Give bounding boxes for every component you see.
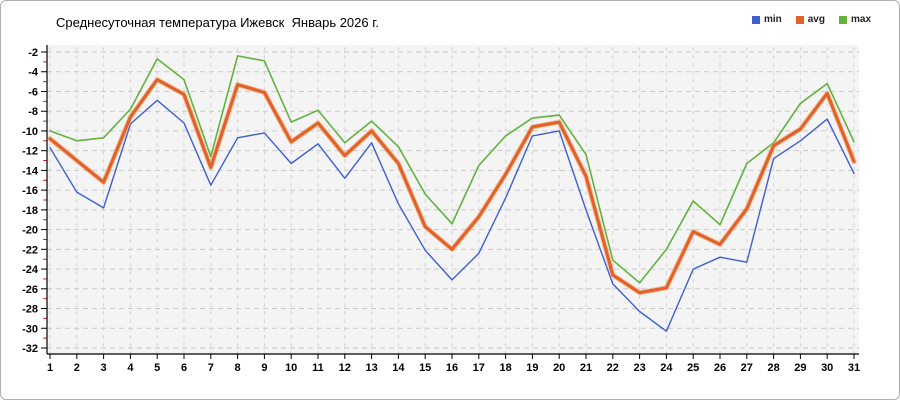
x-tick-label: 10: [285, 362, 297, 374]
x-tick-label: 23: [633, 362, 645, 374]
legend-item-max: max: [838, 14, 871, 25]
x-tick-label: 25: [687, 362, 699, 374]
x-tick-label: 13: [365, 362, 377, 374]
x-tick-label: 4: [127, 362, 134, 374]
legend-swatch-min: [751, 15, 760, 24]
y-tick-label: -20: [22, 225, 38, 237]
x-tick-label: 8: [235, 362, 241, 374]
y-tick-label: -6: [28, 86, 38, 98]
x-tick-label: 30: [821, 362, 833, 374]
x-tick-label: 6: [181, 362, 187, 374]
x-tick-label: 27: [741, 362, 753, 374]
legend-item-min: min: [751, 14, 782, 25]
x-tick-label: 24: [660, 362, 673, 374]
y-tick-label: -10: [22, 126, 38, 138]
y-tick-label: -8: [28, 106, 38, 118]
x-tick-label: 7: [208, 362, 214, 374]
x-tick-label: 9: [261, 362, 267, 374]
y-tick-label: -28: [22, 304, 38, 316]
x-tick-label: 29: [794, 362, 806, 374]
x-tick-label: 18: [499, 362, 511, 374]
x-tick-label: 16: [446, 362, 458, 374]
y-tick-label: -30: [22, 323, 38, 335]
y-tick-label: -2: [28, 47, 38, 59]
series-line-avg: [48, 78, 856, 295]
x-tick-label: 20: [553, 362, 565, 374]
x-tick-label: 12: [339, 362, 351, 374]
y-tick-label: -26: [22, 284, 38, 296]
chart-legend: min avg max: [751, 14, 871, 25]
y-tick-label: -16: [22, 185, 38, 197]
y-tick-label: -24: [22, 264, 39, 276]
x-tick-label: 15: [419, 362, 431, 374]
x-tick-label: 14: [392, 362, 405, 374]
legend-swatch-max: [838, 15, 847, 24]
y-tick-label: -32: [22, 343, 38, 355]
x-tick-label: 28: [767, 362, 779, 374]
x-tick-label: 3: [101, 362, 107, 374]
y-tick-label: -4: [28, 67, 39, 79]
legend-item-avg: avg: [795, 14, 825, 25]
x-tick-label: 31: [848, 362, 860, 374]
chart-title: Среднесуточная температура Ижевск Январь…: [56, 15, 380, 30]
legend-label-avg: avg: [807, 14, 825, 25]
x-tick-label: 26: [714, 362, 726, 374]
x-tick-label: 5: [154, 362, 160, 374]
y-tick-label: -12: [22, 146, 38, 158]
y-tick-label: -14: [22, 165, 39, 177]
series-line-min: [49, 99, 855, 332]
x-tick-label: 2: [74, 362, 80, 374]
legend-label-min: min: [763, 14, 782, 25]
x-tick-label: 22: [607, 362, 619, 374]
x-tick-label: 11: [312, 362, 324, 374]
x-tick-label: 21: [580, 362, 592, 374]
legend-swatch-avg: [795, 15, 804, 24]
x-tick-label: 17: [473, 362, 485, 374]
y-tick-label: -18: [22, 205, 38, 217]
y-tick-label: -22: [22, 244, 38, 256]
legend-label-max: max: [850, 14, 871, 25]
x-tick-label: 19: [526, 362, 538, 374]
series-line-max: [49, 55, 855, 284]
x-tick-label: 1: [47, 362, 53, 374]
